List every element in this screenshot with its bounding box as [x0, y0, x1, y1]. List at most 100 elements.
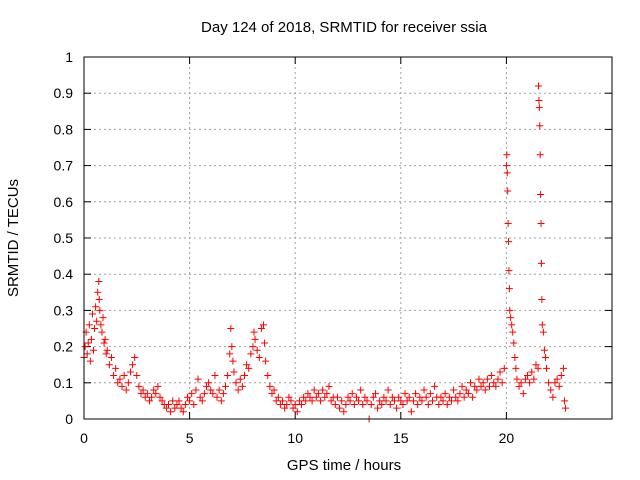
data-point — [562, 404, 570, 412]
y-tick-label: 0.4 — [54, 266, 74, 282]
y-tick-label: 0 — [65, 411, 73, 427]
data-point — [266, 382, 274, 390]
data-point — [532, 361, 540, 369]
data-point — [492, 382, 500, 390]
data-point — [304, 390, 312, 398]
data-point — [376, 397, 384, 405]
data-point — [506, 306, 514, 314]
data-point — [504, 220, 512, 228]
data-point — [270, 386, 278, 394]
data-point — [456, 390, 464, 398]
data-point — [230, 368, 238, 376]
data-point — [183, 393, 191, 401]
data-point — [229, 357, 237, 365]
data-point — [536, 151, 544, 159]
data-point — [200, 390, 208, 398]
data-point — [355, 397, 363, 405]
data-point — [232, 379, 240, 387]
data-point — [107, 353, 115, 361]
data-point — [477, 382, 485, 390]
chart-title: Day 124 of 2018, SRMTID for receiver ssi… — [201, 19, 488, 36]
data-point — [262, 357, 270, 365]
data-point — [116, 375, 124, 383]
data-point — [555, 382, 563, 390]
data-point — [112, 364, 120, 372]
data-point — [428, 397, 436, 405]
data-point — [217, 397, 225, 405]
data-point — [441, 390, 449, 398]
data-point — [162, 404, 170, 412]
data-point — [483, 375, 491, 383]
data-point — [534, 364, 542, 372]
y-axis-label: SRMTID / TECUs — [5, 179, 22, 297]
data-point — [435, 401, 443, 409]
data-point — [306, 393, 314, 401]
data-point — [431, 382, 439, 390]
data-point — [420, 386, 428, 394]
data-point — [357, 386, 365, 394]
data-point — [98, 328, 106, 336]
data-point — [243, 361, 251, 369]
data-point — [537, 191, 545, 199]
data-point — [352, 393, 360, 401]
y-tick-label: 0.3 — [54, 302, 74, 318]
data-point — [521, 375, 529, 383]
data-point — [179, 408, 187, 416]
data-point — [291, 401, 299, 409]
data-point — [97, 321, 105, 329]
data-point — [314, 390, 322, 398]
data-point — [424, 401, 432, 409]
data-point — [83, 350, 91, 358]
data-point — [481, 386, 489, 394]
data-point — [137, 390, 145, 398]
data-point — [293, 408, 301, 416]
data-point — [86, 357, 94, 365]
data-point — [557, 372, 565, 380]
data-point — [90, 346, 98, 354]
data-point — [507, 314, 515, 322]
x-tick-labels: 0 5 10 15 20 — [80, 430, 514, 446]
data-point — [528, 368, 536, 376]
data-point — [460, 393, 468, 401]
data-point — [363, 397, 371, 405]
data-point — [560, 397, 568, 405]
data-point — [538, 321, 546, 329]
data-point — [94, 288, 102, 296]
data-point — [336, 404, 344, 412]
data-point — [344, 393, 352, 401]
data-point — [503, 151, 511, 159]
data-point — [541, 353, 549, 361]
data-point — [228, 343, 236, 351]
data-point — [126, 368, 134, 376]
data-point — [412, 390, 420, 398]
data-point — [439, 397, 447, 405]
data-point — [196, 393, 204, 401]
data-point — [503, 169, 511, 177]
y-tick-labels: 0 0.1 0.2 0.3 0.4 0.5 0.6 0.7 0.8 0.9 1 — [54, 49, 74, 427]
data-point — [135, 382, 143, 390]
data-point — [452, 393, 460, 401]
data-point — [298, 401, 306, 409]
data-point — [494, 375, 502, 383]
data-point — [509, 328, 517, 336]
data-point — [517, 379, 525, 387]
data-point — [194, 375, 202, 383]
data-point — [490, 379, 498, 387]
data-point — [553, 375, 561, 383]
data-point — [227, 325, 235, 332]
data-point — [238, 382, 246, 390]
data-point — [99, 314, 107, 322]
data-point — [469, 393, 477, 401]
data-point — [361, 393, 369, 401]
data-point — [545, 379, 553, 387]
data-point — [502, 162, 510, 170]
x-axis-label: GPS time / hours — [287, 457, 401, 474]
data-point — [426, 390, 434, 398]
data-point — [264, 372, 272, 380]
data-point — [536, 122, 544, 130]
data-point — [145, 397, 153, 405]
data-point — [437, 393, 445, 401]
data-point — [175, 397, 183, 405]
